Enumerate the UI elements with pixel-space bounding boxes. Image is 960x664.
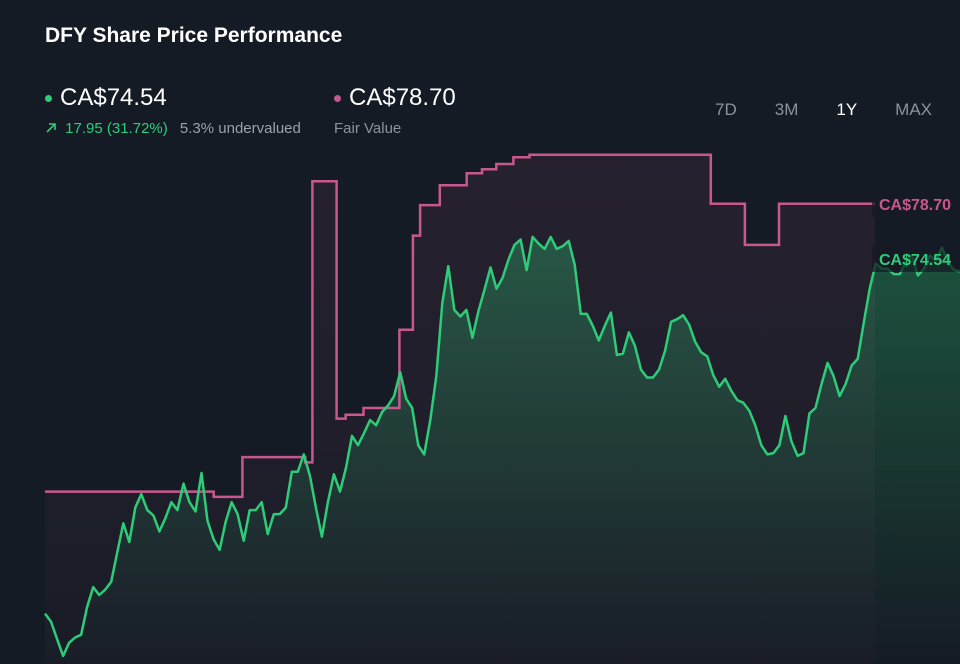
fair-value-end-label-bg: [872, 190, 960, 217]
share-price-line: [44, 235, 960, 658]
share-price-end-label: CA$74.54: [872, 245, 960, 272]
current-price-block: CA$74.54 17.95 (31.72%) 5.3% undervalued: [45, 84, 301, 137]
fair-value-block: CA$78.70 Fair Value: [334, 84, 456, 137]
fair-value-end-label: CA$78.70: [872, 190, 960, 217]
chart-title: DFY Share Price Performance: [45, 24, 343, 47]
fair-value-price: CA$78.70: [349, 84, 456, 111]
time-range-tabs: 7D 3M 1Y MAX: [687, 98, 942, 122]
tab-max[interactable]: MAX: [895, 100, 932, 119]
price-change: 17.95 (31.72%): [65, 120, 168, 137]
fair-value-label: Fair Value: [334, 120, 402, 137]
tab-3m[interactable]: 3M: [774, 100, 799, 119]
trend-up-arrow-icon: [46, 123, 56, 133]
fair-value-line: [45, 153, 875, 499]
current-price-dot: [45, 94, 52, 102]
share-price-end-label-bg: [872, 245, 960, 272]
valuation-status: 5.3% undervalued: [179, 120, 301, 137]
fair-value-dot: [334, 94, 341, 102]
share-price-end-label-text: CA$74.54: [879, 252, 951, 269]
share-price-area: [45, 236, 960, 664]
tab-1y[interactable]: 1Y: [836, 100, 858, 119]
tab-7d[interactable]: 7D: [715, 100, 737, 119]
fair-value-end-label-text: CA$78.70: [879, 197, 951, 214]
current-price-value: CA$74.54: [60, 84, 167, 111]
